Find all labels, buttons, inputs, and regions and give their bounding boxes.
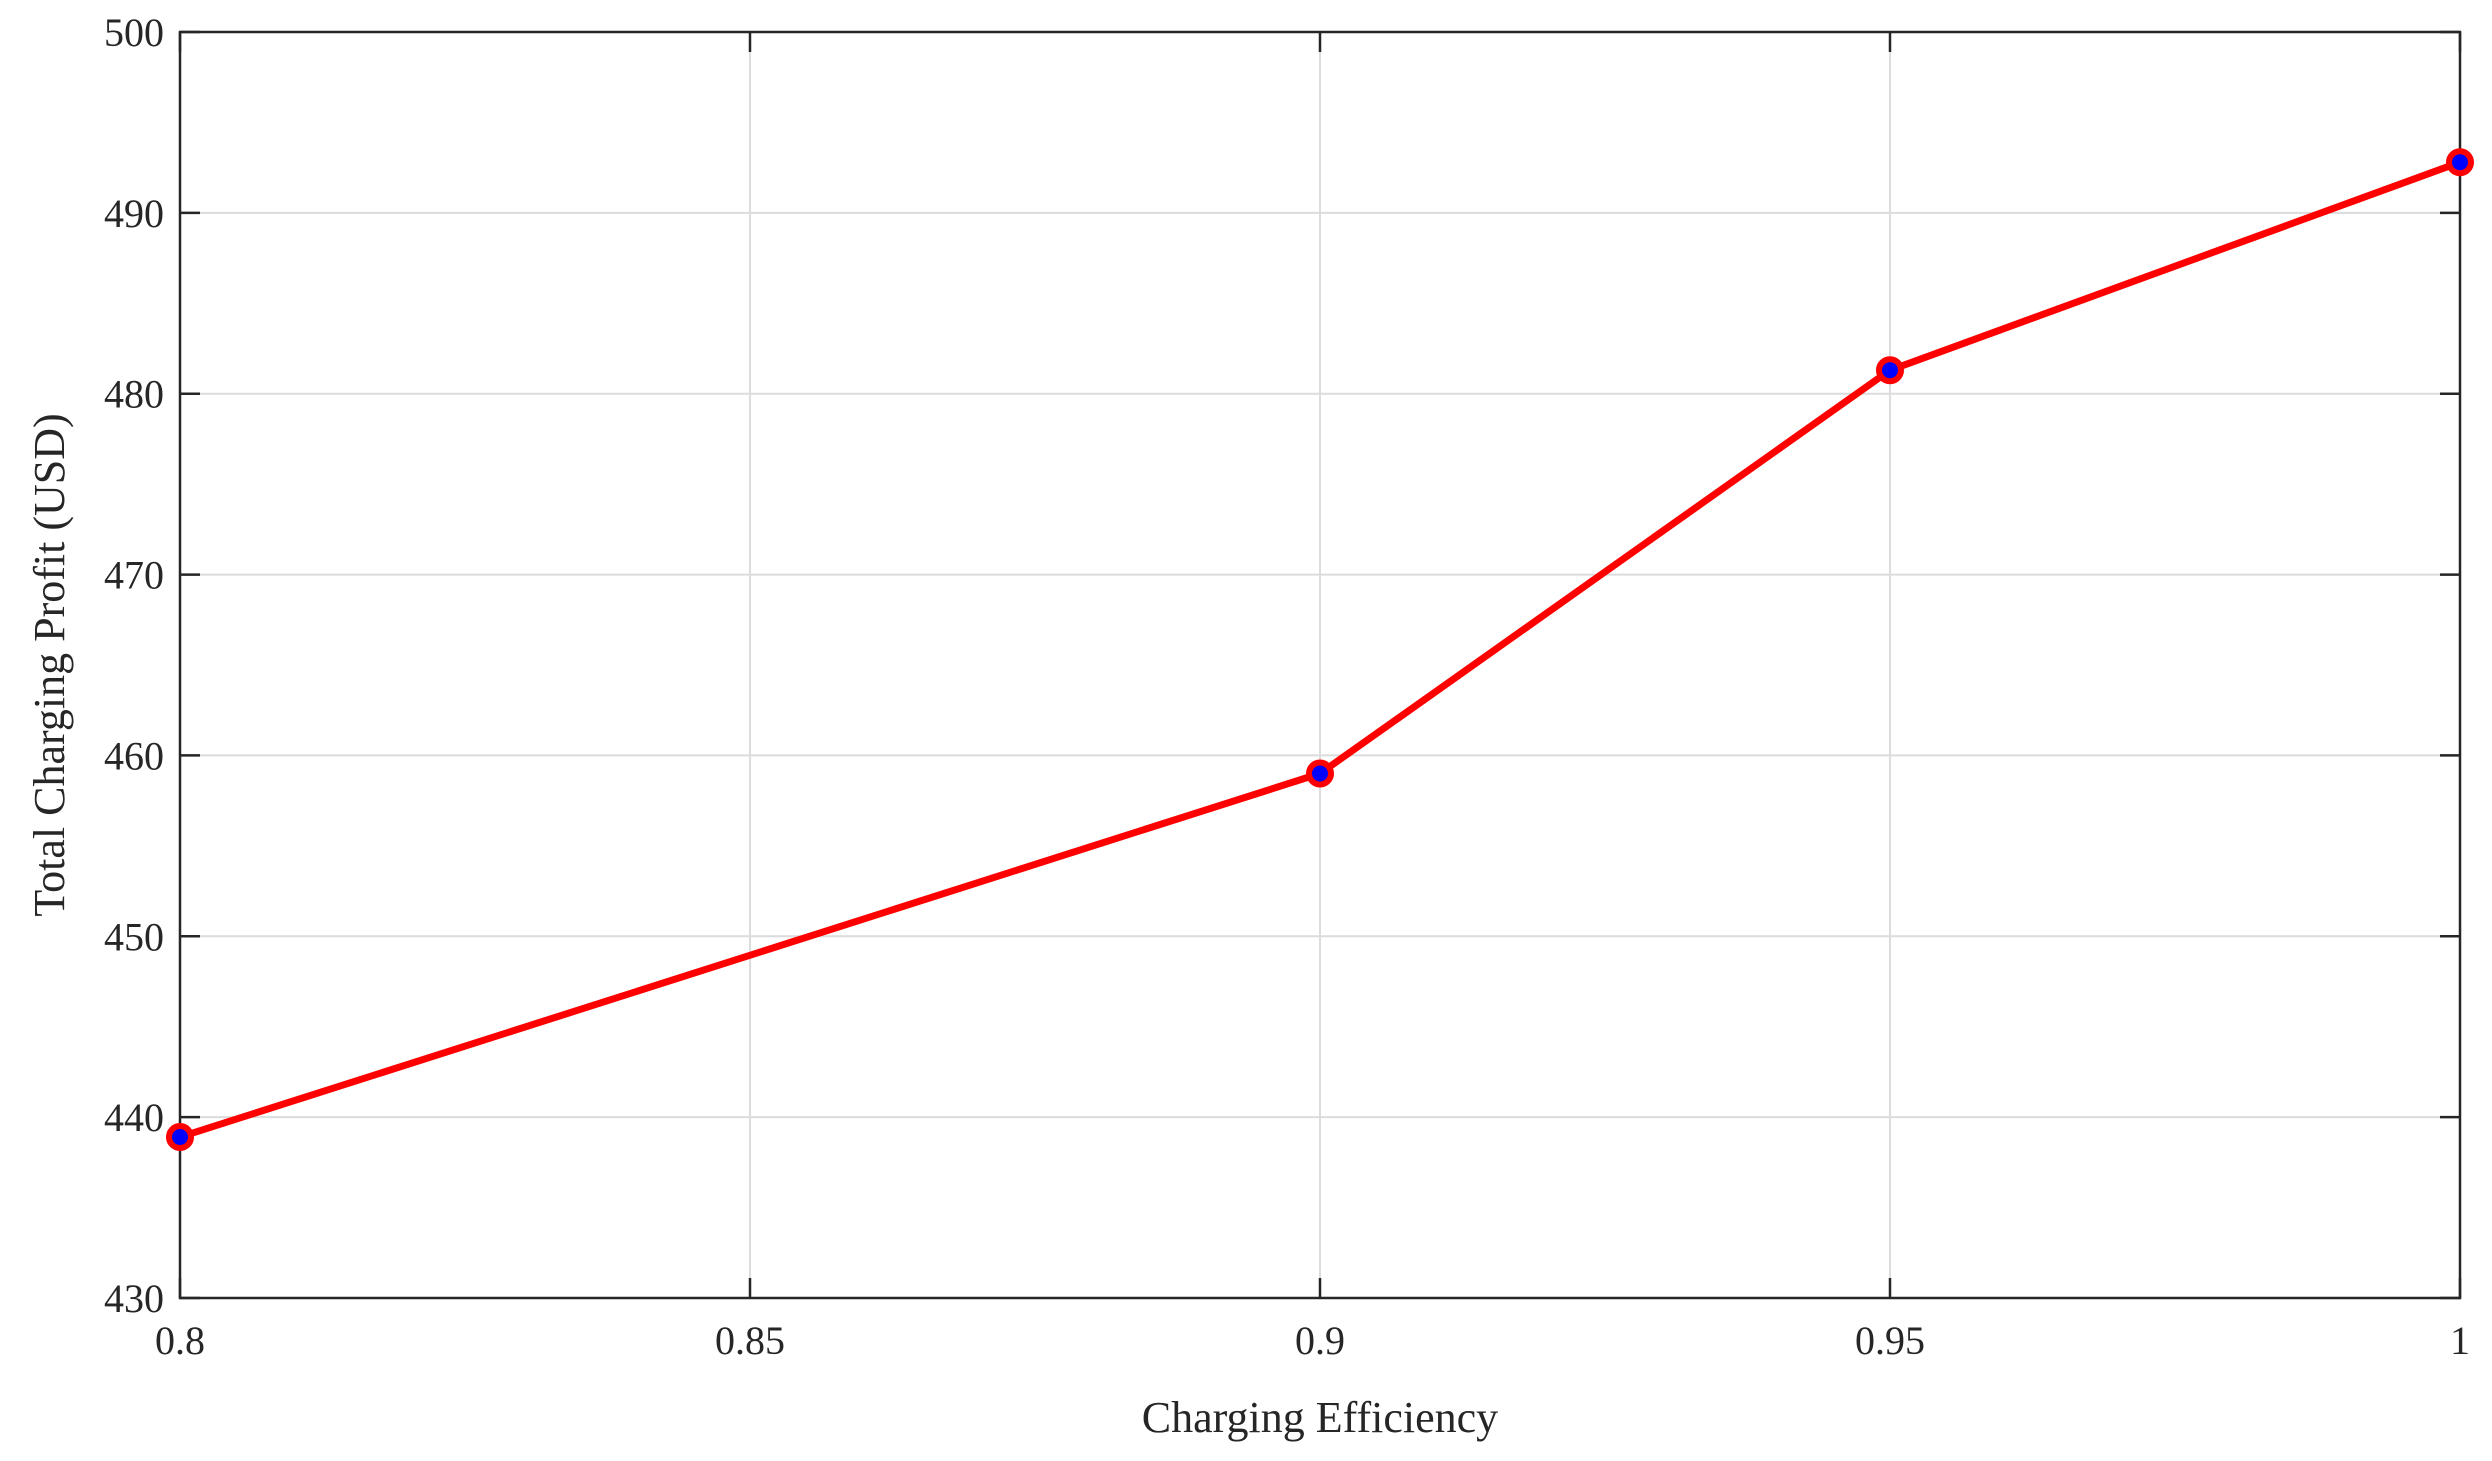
tick-marks	[178, 30, 2462, 1300]
y-axis-title: Total Charging Profit (USD)	[25, 413, 74, 916]
x-tick-label: 0.8	[155, 1318, 205, 1363]
grid	[179, 31, 2461, 1299]
series-line	[176, 158, 2464, 1141]
x-axis-tick-labels: 0.8 0.85 0.9 0.95 1	[155, 1318, 2470, 1363]
y-tick-label: 460	[104, 733, 164, 778]
x-tick-label: 0.95	[1855, 1318, 1925, 1363]
y-tick-label: 440	[104, 1095, 164, 1140]
y-tick-label: 480	[104, 372, 164, 417]
y-axis-tick-labels: 430 440 450 460 470 480 490 500	[104, 10, 164, 1321]
data-point-marker	[1306, 759, 1334, 788]
data-point-marker	[1876, 356, 1904, 385]
y-tick-label: 490	[104, 191, 164, 236]
y-tick-label: 450	[104, 914, 164, 959]
x-axis-title: Charging Efficiency	[1142, 1393, 1498, 1442]
data-point-marker	[166, 1123, 194, 1152]
x-tick-label: 1	[2450, 1318, 2470, 1363]
y-tick-label: 470	[104, 553, 164, 598]
data-point-marker	[2446, 148, 2474, 177]
y-tick-label: 430	[104, 1276, 164, 1321]
x-tick-label: 0.9	[1295, 1318, 1345, 1363]
y-tick-label: 500	[104, 10, 164, 55]
x-tick-label: 0.85	[715, 1318, 785, 1363]
series	[166, 148, 2474, 1152]
